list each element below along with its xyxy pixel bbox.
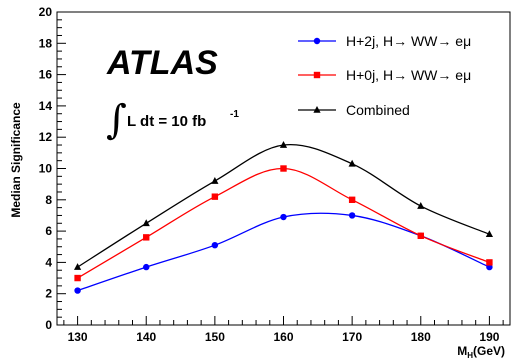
- atlas-label: ATLAS: [106, 44, 218, 82]
- data-point-h2j: [348, 212, 356, 219]
- y-tick-label: 0: [45, 318, 52, 332]
- y-tick-label: 14: [39, 99, 53, 113]
- data-point-h2j: [280, 213, 287, 221]
- data-point-h0j: [74, 274, 81, 282]
- luminosity-text: L dt = 10 fb: [127, 113, 206, 130]
- data-point-h0j: [211, 193, 219, 200]
- legend-label-h2j: H+2j, H→ WW→ eμ: [346, 33, 471, 49]
- data-point-combined: [279, 141, 288, 148]
- data-point-combined: [142, 219, 150, 227]
- x-tick-label: 140: [136, 330, 156, 344]
- data-point-h2j: [74, 287, 81, 294]
- y-tick-label: 4: [45, 255, 52, 269]
- data-point-h0j: [417, 232, 424, 239]
- legend-marker-h0j: [313, 71, 321, 79]
- x-axis-title-sub: H: [467, 351, 473, 358]
- x-tick-label: 170: [342, 330, 362, 344]
- y-axis-title: Median Significance: [9, 102, 23, 218]
- y-tick-label: 6: [45, 224, 52, 238]
- x-axis-title-main: M: [457, 344, 467, 358]
- x-axis-title: MH(GeV): [457, 344, 505, 358]
- legend: H+2j, H→ WW→ eμ H+0j, H→ WW→ eμ Combined: [298, 33, 471, 118]
- legend-marker-combined: [313, 106, 321, 113]
- legend-marker-h2j: [313, 37, 321, 45]
- axes: 0 2 4 6 8 10 12 14 16 18 20 130 140 150 160 170 180 190: [39, 5, 511, 344]
- y-tick-label: 12: [39, 130, 53, 144]
- x-tick-label: 190: [479, 330, 499, 344]
- integral-symbol: ∫: [106, 97, 127, 143]
- luminosity-exponent: -1: [230, 109, 239, 120]
- y-tick-label: 10: [39, 162, 53, 176]
- y-tick-label: 20: [39, 5, 53, 19]
- x-axis-title-unit: (GeV): [473, 344, 505, 358]
- x-tick-label: 180: [411, 330, 431, 344]
- luminosity-label: ∫ L dt = 10 fb -1: [106, 97, 239, 143]
- data-point-combined: [348, 159, 356, 167]
- data-point-h0j: [486, 259, 493, 266]
- data-point-combined: [485, 230, 494, 238]
- x-tick-label: 130: [68, 330, 88, 344]
- x-tick-label: 160: [273, 330, 293, 344]
- legend-label-combined: Combined: [346, 102, 410, 118]
- series-markers: [73, 141, 494, 294]
- data-point-h0j: [348, 196, 356, 203]
- legend-label-h0j: H+0j, H→ WW→ eμ: [346, 67, 471, 83]
- data-point-h2j: [211, 241, 219, 249]
- data-point-combined: [417, 202, 425, 209]
- data-point-combined: [211, 177, 219, 184]
- y-tick-label: 18: [39, 36, 53, 50]
- data-point-h2j: [143, 263, 150, 271]
- y-tick-label: 16: [39, 68, 53, 82]
- data-point-combined: [73, 263, 82, 270]
- y-tick-label: 2: [45, 287, 52, 301]
- data-point-h0j: [280, 165, 287, 172]
- data-point-h0j: [143, 234, 150, 241]
- x-tick-label: 150: [205, 330, 225, 344]
- y-tick-label: 8: [45, 193, 52, 207]
